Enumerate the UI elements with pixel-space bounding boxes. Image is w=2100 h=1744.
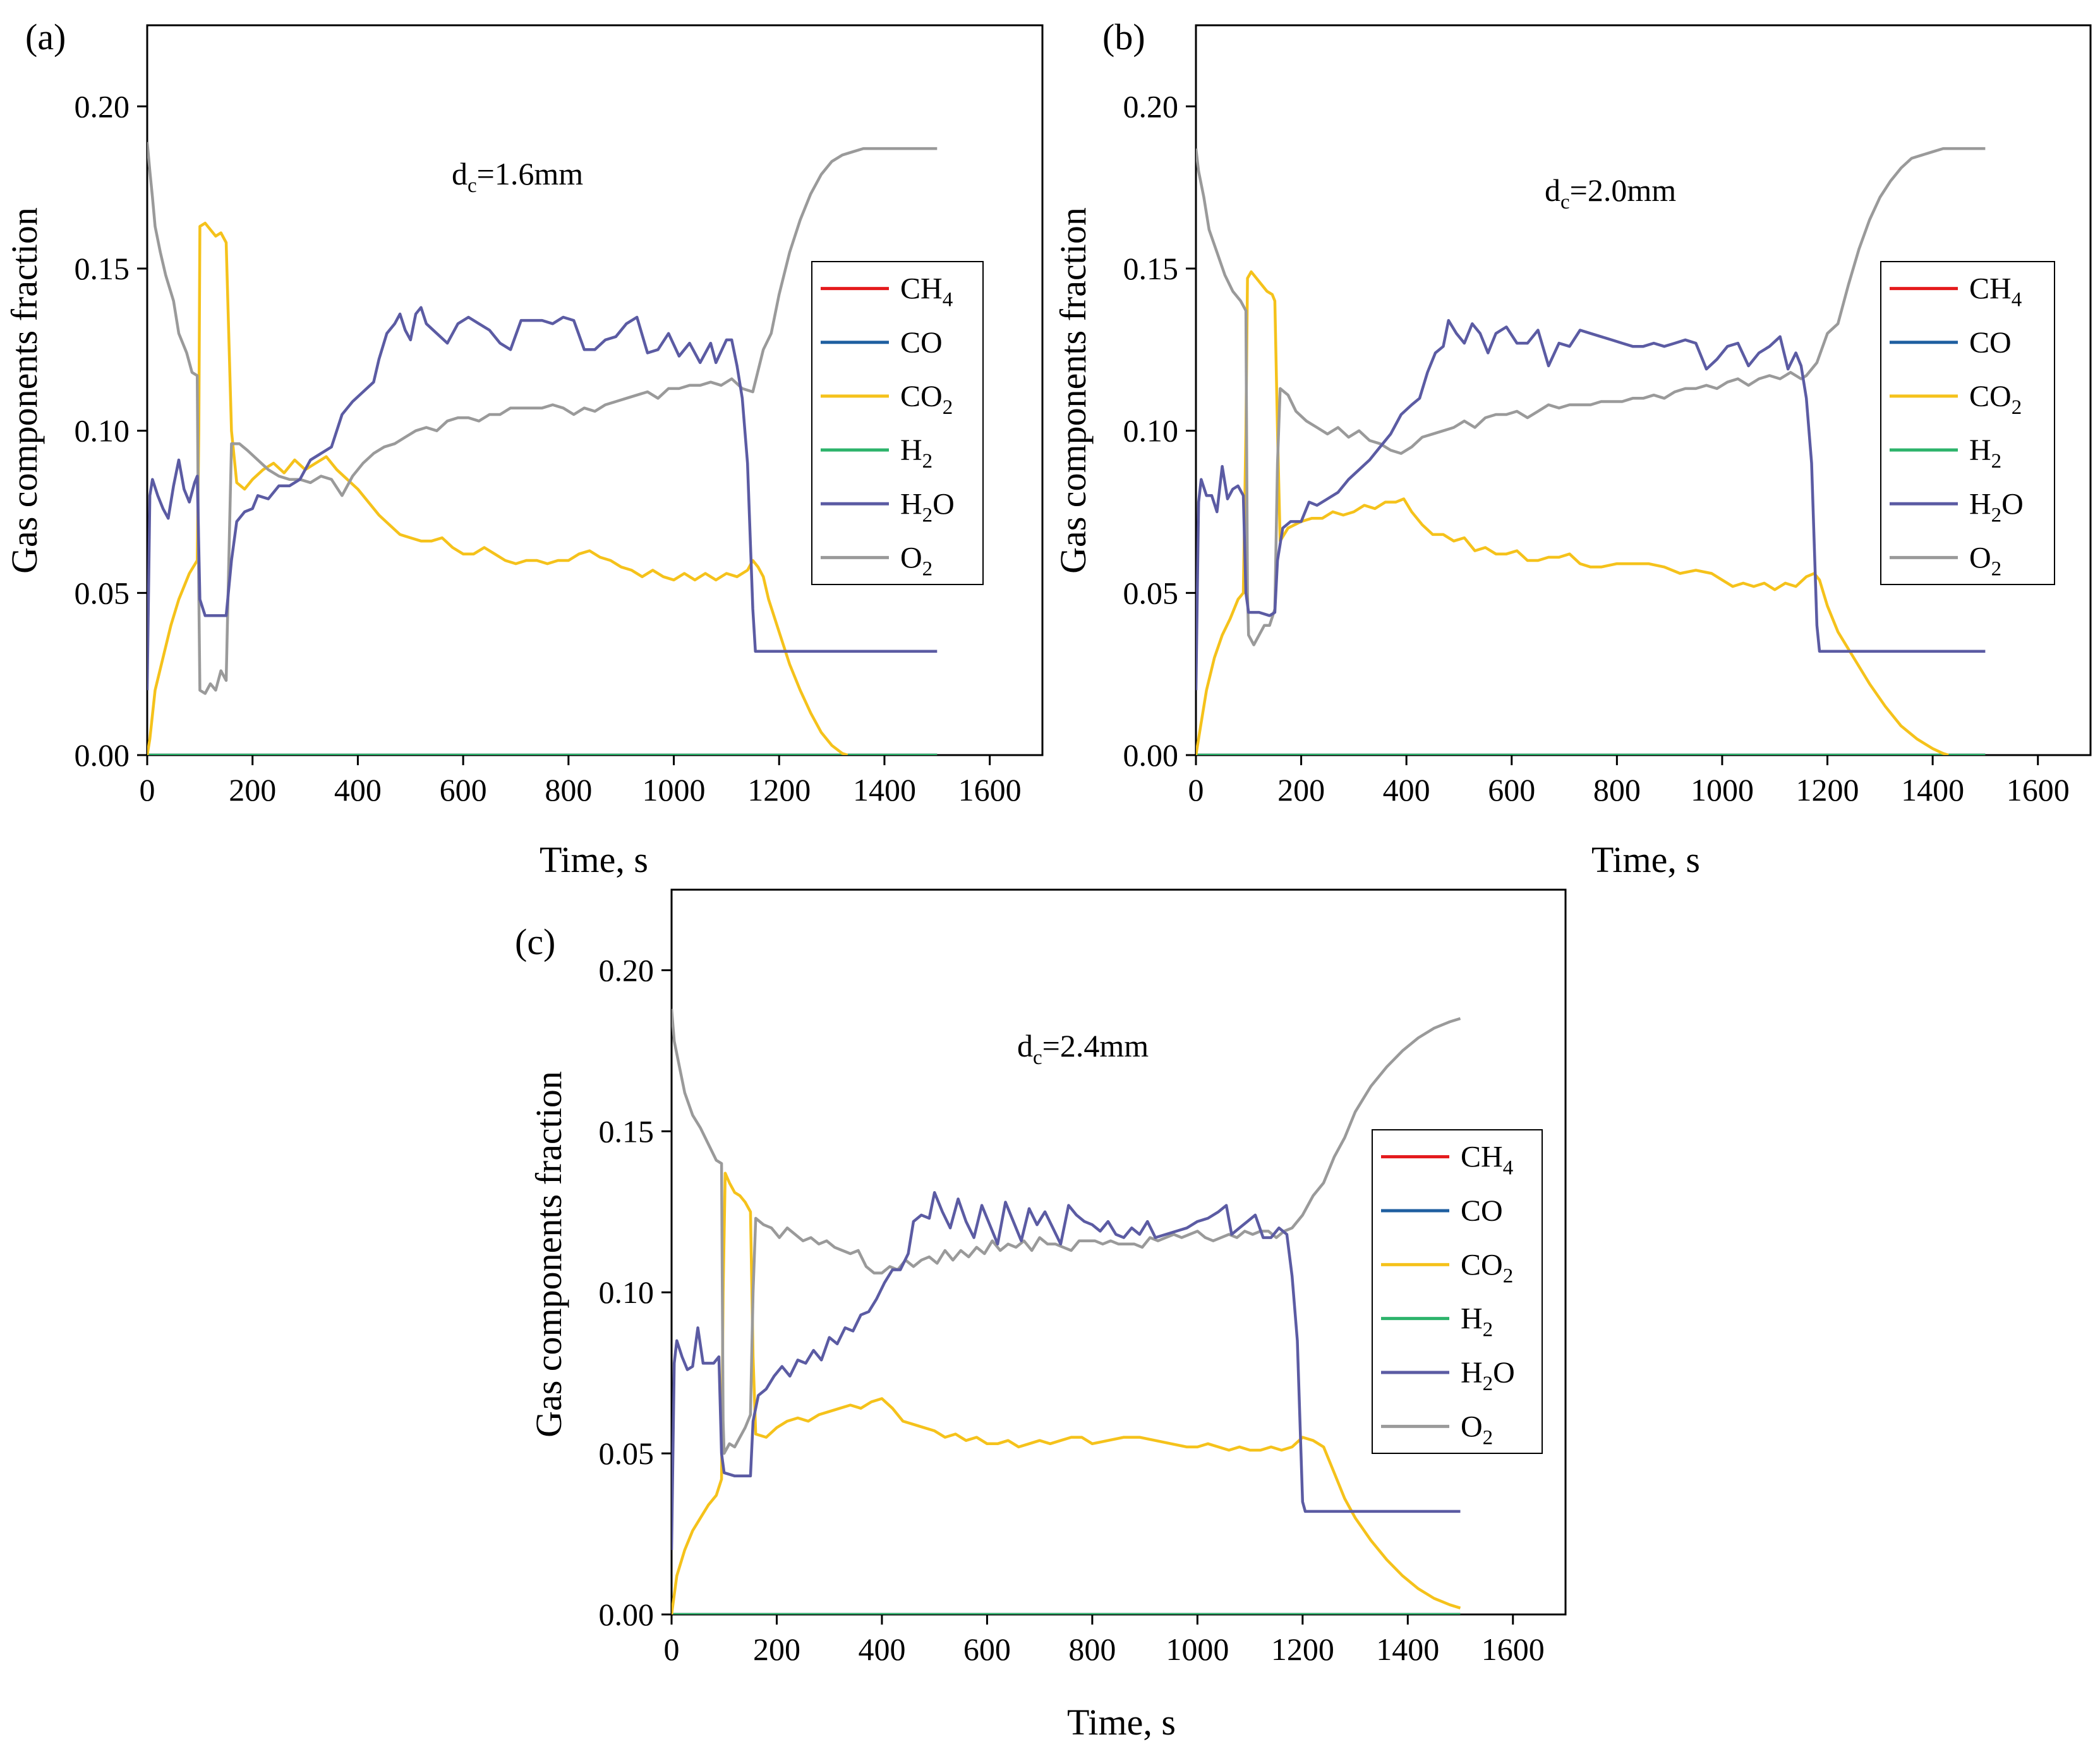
- y-tick-label: 0.15: [599, 1113, 655, 1149]
- legend-box: [1880, 261, 2055, 585]
- y-tick-label: 0.00: [1123, 737, 1179, 773]
- x-axis-title: Time, s: [540, 839, 648, 880]
- legend-label-co: CO: [1969, 326, 2012, 360]
- diameter-annotation: dc=2.4mm: [1017, 1028, 1149, 1069]
- x-axis-title: Time, s: [1067, 1702, 1176, 1743]
- x-tick-label: 0: [140, 772, 155, 808]
- x-tick-label: 1400: [853, 772, 916, 808]
- x-tick-label: 1000: [643, 772, 706, 808]
- x-tick-label: 600: [440, 772, 487, 808]
- x-tick-label: 0: [664, 1632, 680, 1667]
- x-tick-label: 1200: [1271, 1632, 1334, 1667]
- y-tick-label: 0.00: [599, 1597, 655, 1632]
- x-tick-label: 1200: [1796, 772, 1859, 808]
- x-tick-label: 200: [753, 1632, 800, 1667]
- series-line-o2: [672, 1008, 1461, 1455]
- series-line-h2o: [672, 1190, 1461, 1551]
- panel-label: (b): [1102, 16, 1145, 58]
- panel-label: (c): [515, 921, 555, 962]
- series-line-co2: [147, 221, 848, 755]
- y-tick-label: 0.10: [1123, 413, 1179, 449]
- series-line-o2: [1196, 147, 1986, 646]
- x-tick-label: 600: [963, 1632, 1011, 1667]
- x-axis-title: Time, s: [1591, 839, 1700, 880]
- y-tick-label: 0.20: [75, 88, 130, 124]
- panel-label: (a): [25, 16, 66, 58]
- y-tick-label: 0.20: [599, 952, 655, 988]
- legend-box: [811, 261, 984, 585]
- y-tick-label: 0.15: [75, 251, 130, 286]
- legend-label-co: CO: [1461, 1194, 1503, 1228]
- x-tick-label: 1600: [1481, 1632, 1545, 1667]
- chart-panel-b: 0 200 400 600 800 1000 1200 1400 1600 0.00 0.05 0.1…: [1053, 16, 2092, 880]
- y-tick-label: 0.15: [1123, 251, 1179, 286]
- y-tick-label: 0.10: [599, 1275, 655, 1310]
- y-tick-label: 0.10: [75, 413, 130, 449]
- x-tick-label: 1400: [1901, 772, 1964, 808]
- x-tick-label: 600: [1488, 772, 1535, 808]
- x-tick-label: 800: [545, 772, 592, 808]
- y-axis-title: Gas components fraction: [4, 207, 45, 574]
- x-tick-label: 400: [334, 772, 382, 808]
- legend-label-co: CO: [900, 326, 943, 360]
- chart-panel-c: 0 200 400 600 800 1000 1200 1400 1600 0.00 0.05 0.1…: [515, 888, 1567, 1743]
- y-axis-title: Gas components fraction: [528, 1071, 569, 1438]
- legend-label-h2: H2: [1969, 433, 2001, 473]
- legend-label-h2o: H2O: [1969, 487, 2024, 526]
- legend-label-co2: CO2: [1969, 380, 2022, 419]
- y-tick-label: 0.05: [75, 575, 130, 610]
- x-tick-label: 1200: [747, 772, 811, 808]
- y-tick-label: 0.05: [1123, 575, 1179, 610]
- x-tick-label: 1000: [1166, 1632, 1229, 1667]
- x-tick-label: 1000: [1691, 772, 1754, 808]
- y-tick-label: 0.05: [599, 1436, 655, 1471]
- legend-box: [1372, 1129, 1543, 1454]
- series-line-o2: [147, 142, 938, 695]
- diameter-annotation: dc=2.0mm: [1545, 173, 1676, 214]
- series-line-h2o: [147, 306, 938, 691]
- series-line-co2: [1196, 270, 1949, 755]
- x-tick-label: 200: [229, 772, 276, 808]
- x-tick-label: 1600: [2006, 772, 2070, 808]
- x-tick-label: 800: [1068, 1632, 1116, 1667]
- y-axis-title: Gas components fraction: [1053, 207, 1094, 574]
- x-tick-label: 400: [858, 1632, 905, 1667]
- series-line-h2o: [1196, 318, 1986, 691]
- x-tick-label: 1600: [958, 772, 1022, 808]
- x-tick-label: 800: [1593, 772, 1641, 808]
- x-tick-label: 0: [1188, 772, 1204, 808]
- x-tick-label: 200: [1277, 772, 1325, 808]
- diameter-annotation: dc=1.6mm: [452, 156, 583, 197]
- y-tick-label: 0.00: [75, 737, 130, 773]
- series-line-co2: [672, 1172, 1461, 1614]
- chart-panel-a: 0 200 400 600 800 1000 1200 1400 1600 0.00 0.05 0.1…: [4, 16, 1044, 880]
- legend-label-o2: O2: [900, 541, 932, 580]
- x-tick-label: 400: [1383, 772, 1430, 808]
- x-tick-label: 1400: [1376, 1632, 1439, 1667]
- y-tick-label: 0.20: [1123, 88, 1179, 124]
